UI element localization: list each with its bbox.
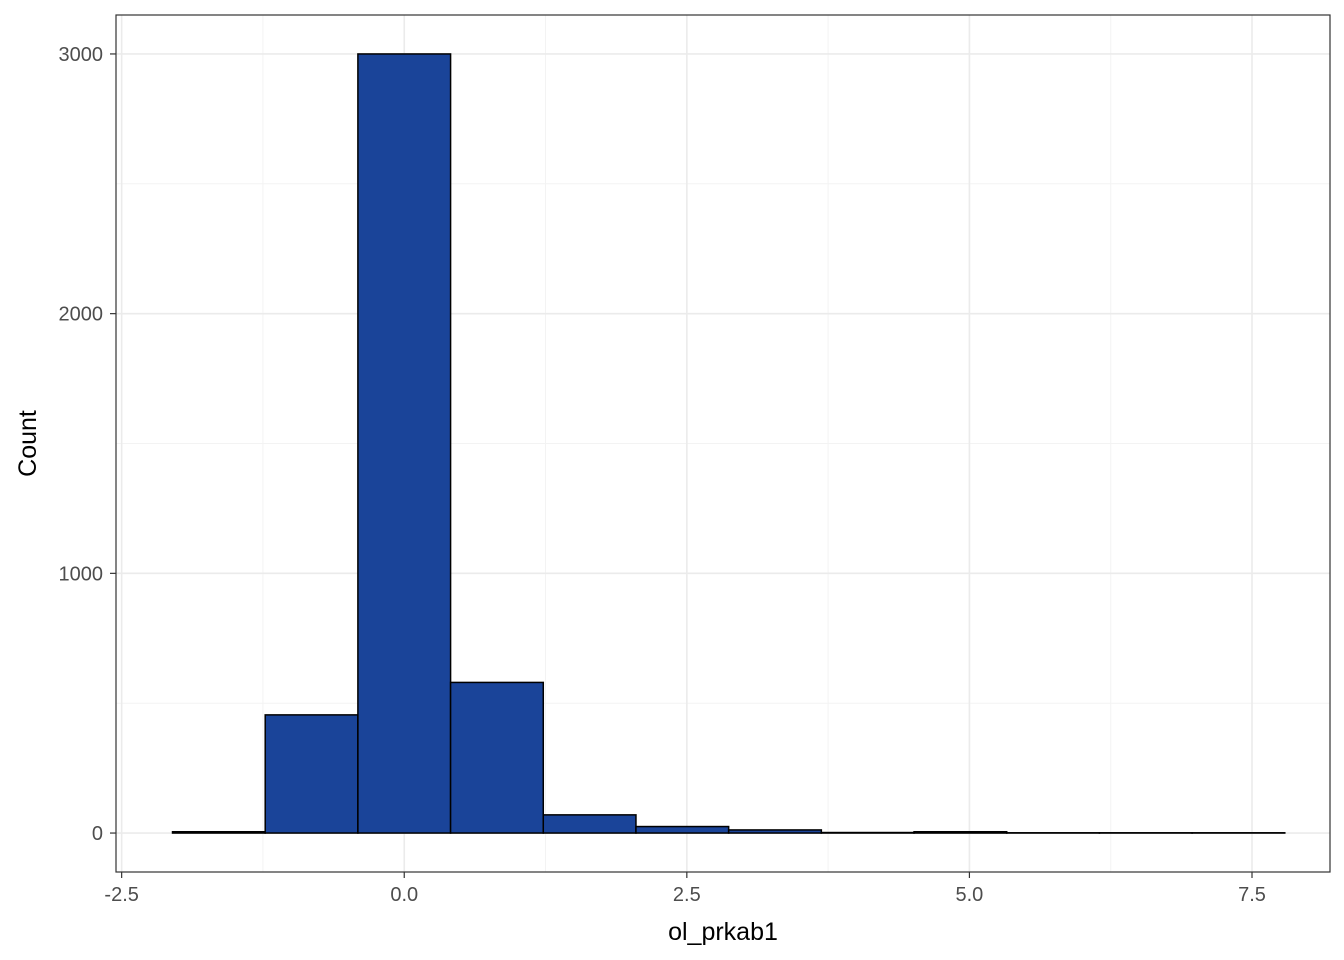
minor-gridlines	[116, 15, 1330, 872]
histogram-bars	[171, 53, 1286, 834]
y-tick-label: 3000	[59, 44, 104, 66]
histogram-bar-3	[357, 53, 452, 834]
x-tick-label: 0.0	[390, 884, 418, 906]
y-axis-title: Count	[14, 410, 42, 477]
x-tick-label: 2.5	[673, 884, 701, 906]
histogram-bar-7	[727, 829, 823, 834]
x-axis-title: ol_prkab1	[668, 918, 778, 946]
x-tick-label: 7.5	[1238, 884, 1266, 906]
histogram-bar-8	[820, 831, 915, 834]
histogram-bar-2	[264, 714, 359, 834]
panel-border	[115, 14, 1331, 873]
y-tick-label: 0	[92, 823, 103, 845]
histogram-bar-1	[171, 830, 266, 834]
histogram-bar-6	[635, 825, 730, 834]
histogram-bar-5	[542, 814, 637, 834]
y-axis-ticks: 0 1000 2000 3000	[59, 44, 116, 845]
histogram-bar-4	[449, 681, 545, 834]
x-tick-label: -2.5	[104, 884, 138, 906]
x-tick-label: 5.0	[956, 884, 984, 906]
y-tick-label: 2000	[59, 304, 104, 326]
y-tick-label: 1000	[59, 563, 104, 585]
x-axis-ticks: -2.5 0.0 2.5 5.0 7.5	[104, 872, 1266, 906]
histogram-bar-9	[913, 830, 1008, 834]
